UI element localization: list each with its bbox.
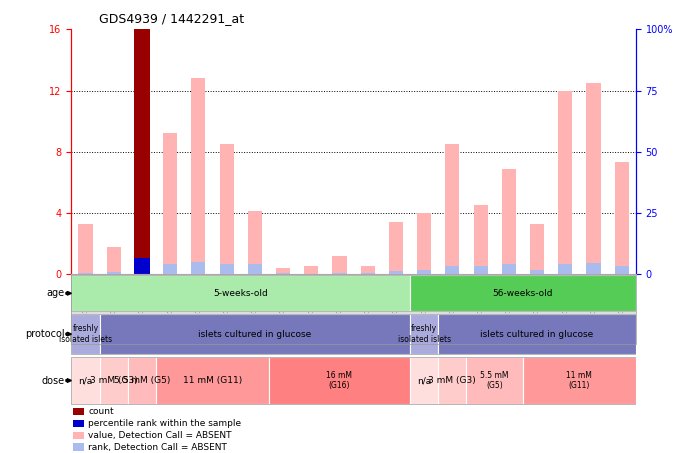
Bar — [78, 273, 92, 274]
Bar — [558, 264, 573, 274]
Bar — [71, 314, 99, 354]
Bar — [99, 357, 128, 404]
Bar — [333, 255, 347, 274]
Bar — [473, 266, 488, 274]
Bar — [134, 29, 150, 274]
Bar — [276, 273, 290, 274]
Bar — [73, 432, 84, 439]
Text: islets cultured in glucose: islets cultured in glucose — [480, 330, 594, 338]
Bar — [73, 443, 84, 451]
Bar — [156, 357, 269, 404]
Bar — [439, 314, 636, 354]
Bar — [410, 357, 439, 404]
Bar — [276, 268, 290, 274]
Bar — [304, 266, 318, 274]
Text: dose: dose — [41, 376, 65, 386]
Bar — [248, 264, 262, 274]
Bar — [269, 357, 410, 404]
Text: 16 mM
(G16): 16 mM (G16) — [326, 371, 352, 390]
Bar — [360, 266, 375, 274]
Text: 5-weeks-old: 5-weeks-old — [214, 289, 268, 298]
Bar — [586, 263, 600, 274]
Text: n/a: n/a — [78, 376, 92, 385]
Text: protocol: protocol — [25, 329, 65, 339]
Bar — [502, 264, 516, 274]
Bar — [73, 408, 84, 415]
Bar — [445, 265, 460, 274]
Text: rank, Detection Call = ABSENT: rank, Detection Call = ABSENT — [88, 443, 227, 452]
Text: 5.5 mM (G5): 5.5 mM (G5) — [114, 376, 170, 385]
Bar — [360, 273, 375, 274]
Bar — [558, 91, 573, 274]
Bar — [191, 261, 205, 274]
Text: 3 mM (G3): 3 mM (G3) — [90, 376, 137, 385]
Bar — [410, 314, 439, 354]
Text: 3 mM (G3): 3 mM (G3) — [428, 376, 476, 385]
Bar — [502, 169, 516, 274]
Bar — [71, 357, 99, 404]
Bar — [107, 246, 121, 274]
Bar — [191, 78, 205, 274]
Bar — [439, 357, 466, 404]
Text: 11 mM
(G11): 11 mM (G11) — [566, 371, 592, 390]
Bar — [523, 357, 636, 404]
Bar — [473, 205, 488, 274]
Bar — [417, 270, 431, 274]
Bar — [163, 133, 177, 274]
Bar — [530, 224, 544, 274]
Bar — [417, 213, 431, 274]
Bar — [410, 275, 636, 311]
Text: n/a: n/a — [417, 376, 431, 385]
Text: freshly
isolated islets: freshly isolated islets — [398, 324, 451, 344]
Bar — [466, 357, 523, 404]
Text: count: count — [88, 407, 114, 416]
Bar — [220, 264, 234, 274]
Bar — [220, 144, 234, 274]
Text: 56-weeks-old: 56-weeks-old — [493, 289, 553, 298]
Bar — [71, 275, 410, 311]
Bar — [615, 163, 629, 274]
Bar — [445, 144, 460, 274]
Bar — [389, 222, 403, 274]
Text: islets cultured in glucose: islets cultured in glucose — [198, 330, 311, 338]
Text: 11 mM (G11): 11 mM (G11) — [183, 376, 242, 385]
Text: value, Detection Call = ABSENT: value, Detection Call = ABSENT — [88, 431, 232, 440]
Text: percentile rank within the sample: percentile rank within the sample — [88, 419, 241, 428]
Bar — [163, 264, 177, 274]
Bar — [586, 83, 600, 274]
Bar — [333, 273, 347, 274]
Text: GDS4939 / 1442291_at: GDS4939 / 1442291_at — [99, 12, 243, 25]
Text: age: age — [46, 288, 65, 299]
Bar — [530, 270, 544, 274]
Bar — [615, 266, 629, 274]
Bar — [134, 258, 150, 274]
Bar — [389, 271, 403, 274]
Text: 5.5 mM
(G5): 5.5 mM (G5) — [481, 371, 509, 390]
Text: freshly
isolated islets: freshly isolated islets — [59, 324, 112, 344]
Bar — [73, 419, 84, 427]
Bar — [128, 357, 156, 404]
Bar — [78, 224, 92, 274]
Bar — [248, 212, 262, 274]
Bar — [99, 314, 410, 354]
Bar — [107, 272, 121, 274]
